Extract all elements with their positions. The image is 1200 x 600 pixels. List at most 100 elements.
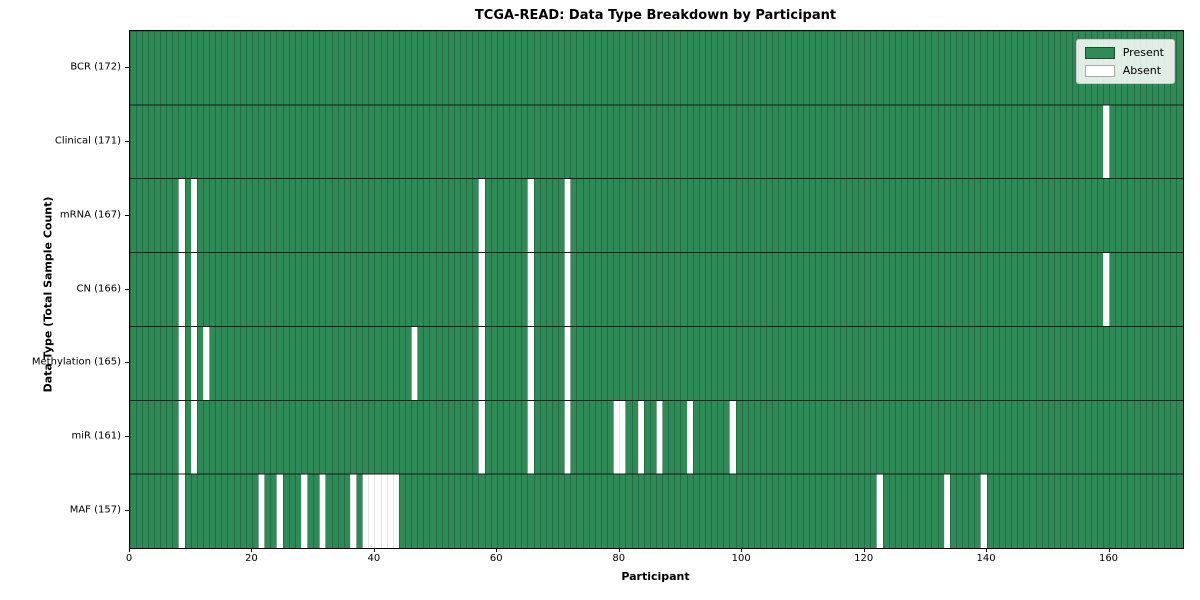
heatmap-cell bbox=[656, 326, 663, 401]
heatmap-cell bbox=[533, 326, 541, 401]
heatmap-cell bbox=[429, 31, 437, 106]
heatmap-cell bbox=[631, 31, 639, 106]
heatmap-cell bbox=[741, 178, 749, 253]
heatmap-cell bbox=[337, 178, 345, 253]
heatmap-cell bbox=[135, 104, 143, 179]
heatmap-cell bbox=[1041, 104, 1049, 179]
heatmap-cell bbox=[546, 326, 553, 401]
heatmap-cell bbox=[209, 252, 216, 327]
heatmap-cell bbox=[344, 473, 351, 548]
heatmap-cell bbox=[1176, 104, 1183, 179]
heatmap-cell bbox=[925, 326, 933, 401]
heatmap-cell bbox=[350, 104, 357, 179]
heatmap-cell bbox=[258, 104, 265, 179]
heatmap-cell bbox=[625, 473, 633, 548]
heatmap-cell bbox=[441, 326, 449, 401]
heatmap-cell bbox=[637, 178, 645, 253]
heatmap-cell bbox=[466, 31, 474, 106]
heatmap-cell bbox=[448, 473, 455, 548]
heatmap-cell bbox=[760, 178, 767, 253]
heatmap-cell bbox=[148, 326, 155, 401]
heatmap-cell bbox=[527, 473, 535, 548]
x-tick-label: 140 bbox=[976, 553, 996, 564]
heatmap-cell bbox=[686, 326, 694, 401]
heatmap-cell bbox=[429, 252, 437, 327]
heatmap-cell bbox=[846, 178, 853, 253]
heatmap-cell bbox=[1011, 326, 1018, 401]
heatmap-cell bbox=[558, 31, 565, 106]
heatmap-cell bbox=[264, 400, 272, 475]
heatmap-cell bbox=[888, 400, 896, 475]
y-tick-label-miR: miR (161) bbox=[71, 430, 121, 442]
heatmap-cell bbox=[386, 326, 394, 401]
heatmap-cell bbox=[1103, 400, 1110, 475]
heatmap-cell bbox=[1158, 252, 1165, 327]
heatmap-cell bbox=[374, 178, 382, 253]
heatmap-cell bbox=[986, 252, 994, 327]
heatmap-cell bbox=[497, 400, 504, 475]
heatmap-cell bbox=[644, 178, 651, 253]
heatmap-cell bbox=[227, 178, 235, 253]
heatmap-cell bbox=[1103, 178, 1110, 253]
heatmap-cell bbox=[913, 178, 920, 253]
heatmap-cell bbox=[239, 326, 247, 401]
heatmap-cell bbox=[490, 31, 498, 106]
heatmap-cell bbox=[276, 104, 284, 179]
heatmap-cell bbox=[521, 400, 529, 475]
heatmap-cell bbox=[1121, 400, 1129, 475]
heatmap-cell bbox=[1017, 326, 1025, 401]
heatmap-cell bbox=[130, 178, 137, 253]
heatmap-cell bbox=[258, 326, 265, 401]
heatmap-cell bbox=[864, 178, 872, 253]
heatmap-cell bbox=[282, 104, 290, 179]
heatmap-cell bbox=[686, 31, 694, 106]
heatmap-cell bbox=[215, 252, 223, 327]
heatmap-cell bbox=[154, 473, 161, 548]
heatmap-cell bbox=[876, 473, 884, 548]
heatmap-cell bbox=[178, 473, 186, 548]
heatmap-cell bbox=[539, 326, 547, 401]
heatmap-cell bbox=[827, 252, 835, 327]
heatmap-cell bbox=[190, 104, 198, 179]
heatmap-cell bbox=[160, 400, 167, 475]
heatmap-cell bbox=[919, 400, 927, 475]
heatmap-cell bbox=[895, 31, 902, 106]
x-tick-mark bbox=[1108, 548, 1110, 552]
heatmap-cell bbox=[962, 252, 969, 327]
heatmap-cell bbox=[705, 400, 712, 475]
heatmap-cell bbox=[301, 31, 308, 106]
heatmap-cell bbox=[552, 178, 559, 253]
heatmap-cell bbox=[429, 400, 437, 475]
heatmap-cell bbox=[992, 31, 1000, 106]
heatmap-cell bbox=[135, 326, 143, 401]
heatmap-cell bbox=[692, 400, 700, 475]
heatmap-cell bbox=[429, 178, 437, 253]
heatmap-cell bbox=[509, 400, 516, 475]
heatmap-cell bbox=[686, 473, 694, 548]
x-tick-mark bbox=[129, 548, 130, 552]
heatmap-cell bbox=[1152, 104, 1159, 179]
heatmap-cell bbox=[1146, 104, 1153, 179]
heatmap-cell bbox=[925, 400, 933, 475]
heatmap-cell bbox=[227, 104, 235, 179]
heatmap-cell bbox=[570, 400, 578, 475]
heatmap-cell bbox=[1146, 178, 1153, 253]
heatmap-cell bbox=[178, 400, 186, 475]
heatmap-cell bbox=[1054, 473, 1061, 548]
heatmap-cell bbox=[748, 252, 755, 327]
heatmap-cell bbox=[1176, 252, 1183, 327]
heatmap-cell bbox=[827, 473, 835, 548]
heatmap-cell bbox=[130, 252, 137, 327]
heatmap-cell bbox=[307, 400, 314, 475]
heatmap-cell bbox=[172, 104, 180, 179]
heatmap-cell bbox=[203, 104, 210, 179]
heatmap-cell bbox=[386, 400, 394, 475]
x-tick-label: 120 bbox=[854, 553, 874, 564]
heatmap-cell bbox=[331, 104, 339, 179]
heatmap-cell bbox=[852, 178, 859, 253]
heatmap-cell bbox=[221, 252, 229, 327]
heatmap-cell bbox=[276, 326, 284, 401]
y-tick-label-mRNA: mRNA (167) bbox=[59, 209, 121, 221]
heatmap-cell bbox=[735, 252, 743, 327]
heatmap-cell bbox=[901, 326, 908, 401]
